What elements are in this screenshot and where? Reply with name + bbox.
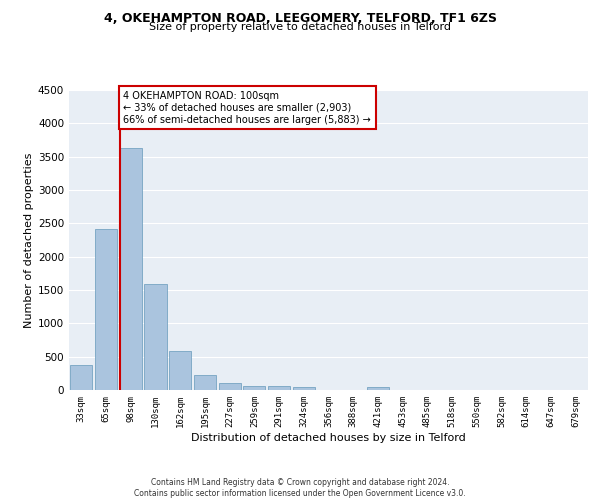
Text: 4 OKEHAMPTON ROAD: 100sqm
← 33% of detached houses are smaller (2,903)
66% of se: 4 OKEHAMPTON ROAD: 100sqm ← 33% of detac… [124, 92, 371, 124]
Bar [95, 228, 117, 390]
Bar [243, 386, 265, 390]
Bar [194, 374, 216, 390]
Bar [119, 148, 142, 390]
X-axis label: Distribution of detached houses by size in Telford: Distribution of detached houses by size … [191, 432, 466, 442]
Bar [70, 364, 92, 390]
Bar [268, 386, 290, 390]
Bar [218, 382, 241, 390]
Text: Contains HM Land Registry data © Crown copyright and database right 2024.
Contai: Contains HM Land Registry data © Crown c… [134, 478, 466, 498]
Bar [145, 284, 167, 390]
Text: Size of property relative to detached houses in Telford: Size of property relative to detached ho… [149, 22, 451, 32]
Y-axis label: Number of detached properties: Number of detached properties [24, 152, 34, 328]
Bar [169, 350, 191, 390]
Bar [293, 388, 315, 390]
Text: 4, OKEHAMPTON ROAD, LEEGOMERY, TELFORD, TF1 6ZS: 4, OKEHAMPTON ROAD, LEEGOMERY, TELFORD, … [104, 12, 497, 26]
Bar [367, 386, 389, 390]
